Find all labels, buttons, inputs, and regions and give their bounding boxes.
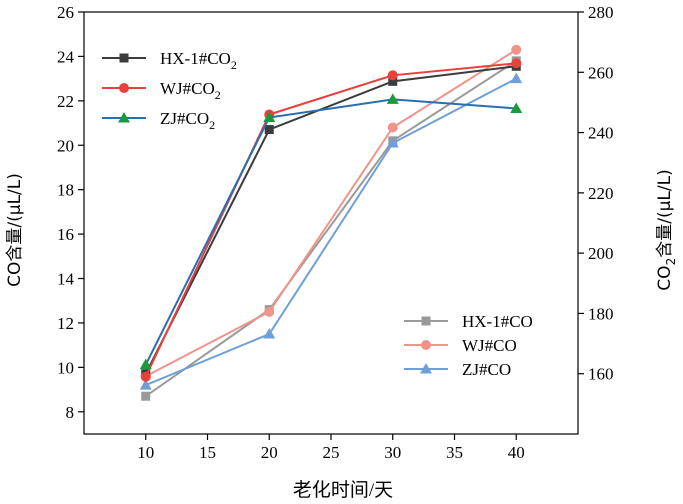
left-y-tick-label: 16 <box>57 225 74 244</box>
legend-marker <box>421 316 431 326</box>
legend-label-main: HX-1#CO <box>462 312 533 331</box>
axis-ticks: 10 15 20 25 30 35 4081012141618202224261601802… <box>57 3 614 462</box>
x-tick-label: 15 <box>199 443 216 462</box>
legend-label-subscript: 2 <box>231 58 237 72</box>
x-tick-label: 30 <box>384 443 401 462</box>
data-point <box>386 137 399 148</box>
data-series <box>139 44 523 401</box>
x-tick-label: 25 <box>323 443 340 462</box>
data-point <box>263 328 276 339</box>
right-axis-title: CO2含量/(μL/L) <box>655 169 678 290</box>
right-y-tick-label: 180 <box>588 304 614 323</box>
left-y-tick-label: 10 <box>57 358 74 377</box>
data-point <box>141 391 151 401</box>
data-point <box>263 111 276 122</box>
x-tick-label: 10 <box>137 443 154 462</box>
legend-label-main: HX-1#CO <box>160 49 231 68</box>
data-point <box>264 125 274 135</box>
right-y-tick-label: 280 <box>588 3 614 22</box>
series-line <box>145 77 517 387</box>
data-point <box>139 379 152 390</box>
legend-label-main: ZJ#CO <box>462 360 511 379</box>
data-point <box>386 93 399 104</box>
legend-label: ZJ#CO2 <box>160 109 215 132</box>
right-axis-title-rest: 含量/(μL/L) <box>655 169 675 257</box>
legend-label: WJ#CO2 <box>160 79 221 102</box>
series-line <box>144 98 517 366</box>
legend-label: ZJ#CO <box>462 360 511 379</box>
x-tick-label: 20 <box>261 443 278 462</box>
legend-marker <box>119 83 129 93</box>
legend-label: HX-1#CO2 <box>160 49 237 72</box>
x-tick-label: 40 <box>508 443 525 462</box>
left-y-tick-label: 12 <box>57 314 74 333</box>
series-line <box>144 62 517 378</box>
data-point <box>264 306 275 317</box>
legend-label-subscript: 2 <box>215 88 221 102</box>
left-y-tick-label: 24 <box>57 47 75 66</box>
right-axis-title-co: CO <box>655 265 675 290</box>
left-y-tick-label: 8 <box>66 403 75 422</box>
legend-label: HX-1#CO <box>462 312 533 331</box>
legend-co: HX-1#CO WJ#CO ZJ#CO <box>404 312 533 379</box>
data-point <box>511 58 522 69</box>
data-point <box>510 102 523 113</box>
legend-label: WJ#CO <box>462 336 517 355</box>
data-point <box>139 358 152 370</box>
series-line <box>145 48 517 378</box>
right-axis-title-subscript: 2 <box>664 258 678 266</box>
legend-marker <box>118 112 130 123</box>
series-co2-2 <box>139 93 523 370</box>
right-y-tick-label: 240 <box>588 124 614 143</box>
data-point <box>387 122 398 133</box>
x-axis-title: 老化时间/天 <box>293 479 393 501</box>
legend-label-subscript: 2 <box>209 118 215 132</box>
legend-marker <box>420 363 432 374</box>
left-y-tick-label: 26 <box>57 3 74 22</box>
data-point <box>387 70 398 81</box>
left-y-tick-label: 14 <box>57 270 75 289</box>
series-line <box>144 65 517 375</box>
legend-label-main: ZJ#CO <box>160 109 209 128</box>
left-y-tick-label: 22 <box>57 92 74 111</box>
legend-label-main: WJ#CO <box>462 336 517 355</box>
left-y-tick-label: 20 <box>57 136 74 155</box>
right-y-tick-label: 220 <box>588 184 614 203</box>
data-point <box>510 72 523 84</box>
left-y-tick-label: 18 <box>57 181 74 200</box>
right-y-tick-label: 160 <box>588 365 614 384</box>
legend-marker <box>119 53 129 63</box>
legend-label-main: WJ#CO <box>160 79 215 98</box>
x-tick-label: 35 <box>446 443 463 462</box>
series-line <box>145 60 517 398</box>
series-co-5 <box>139 72 523 390</box>
data-point <box>511 44 522 55</box>
data-point <box>388 76 398 86</box>
legend-marker <box>421 340 431 350</box>
right-y-tick-label: 200 <box>588 244 614 263</box>
right-y-tick-label: 260 <box>588 63 614 82</box>
left-axis-title: CO含量/(μL/L) <box>5 173 25 287</box>
data-point <box>140 371 151 382</box>
